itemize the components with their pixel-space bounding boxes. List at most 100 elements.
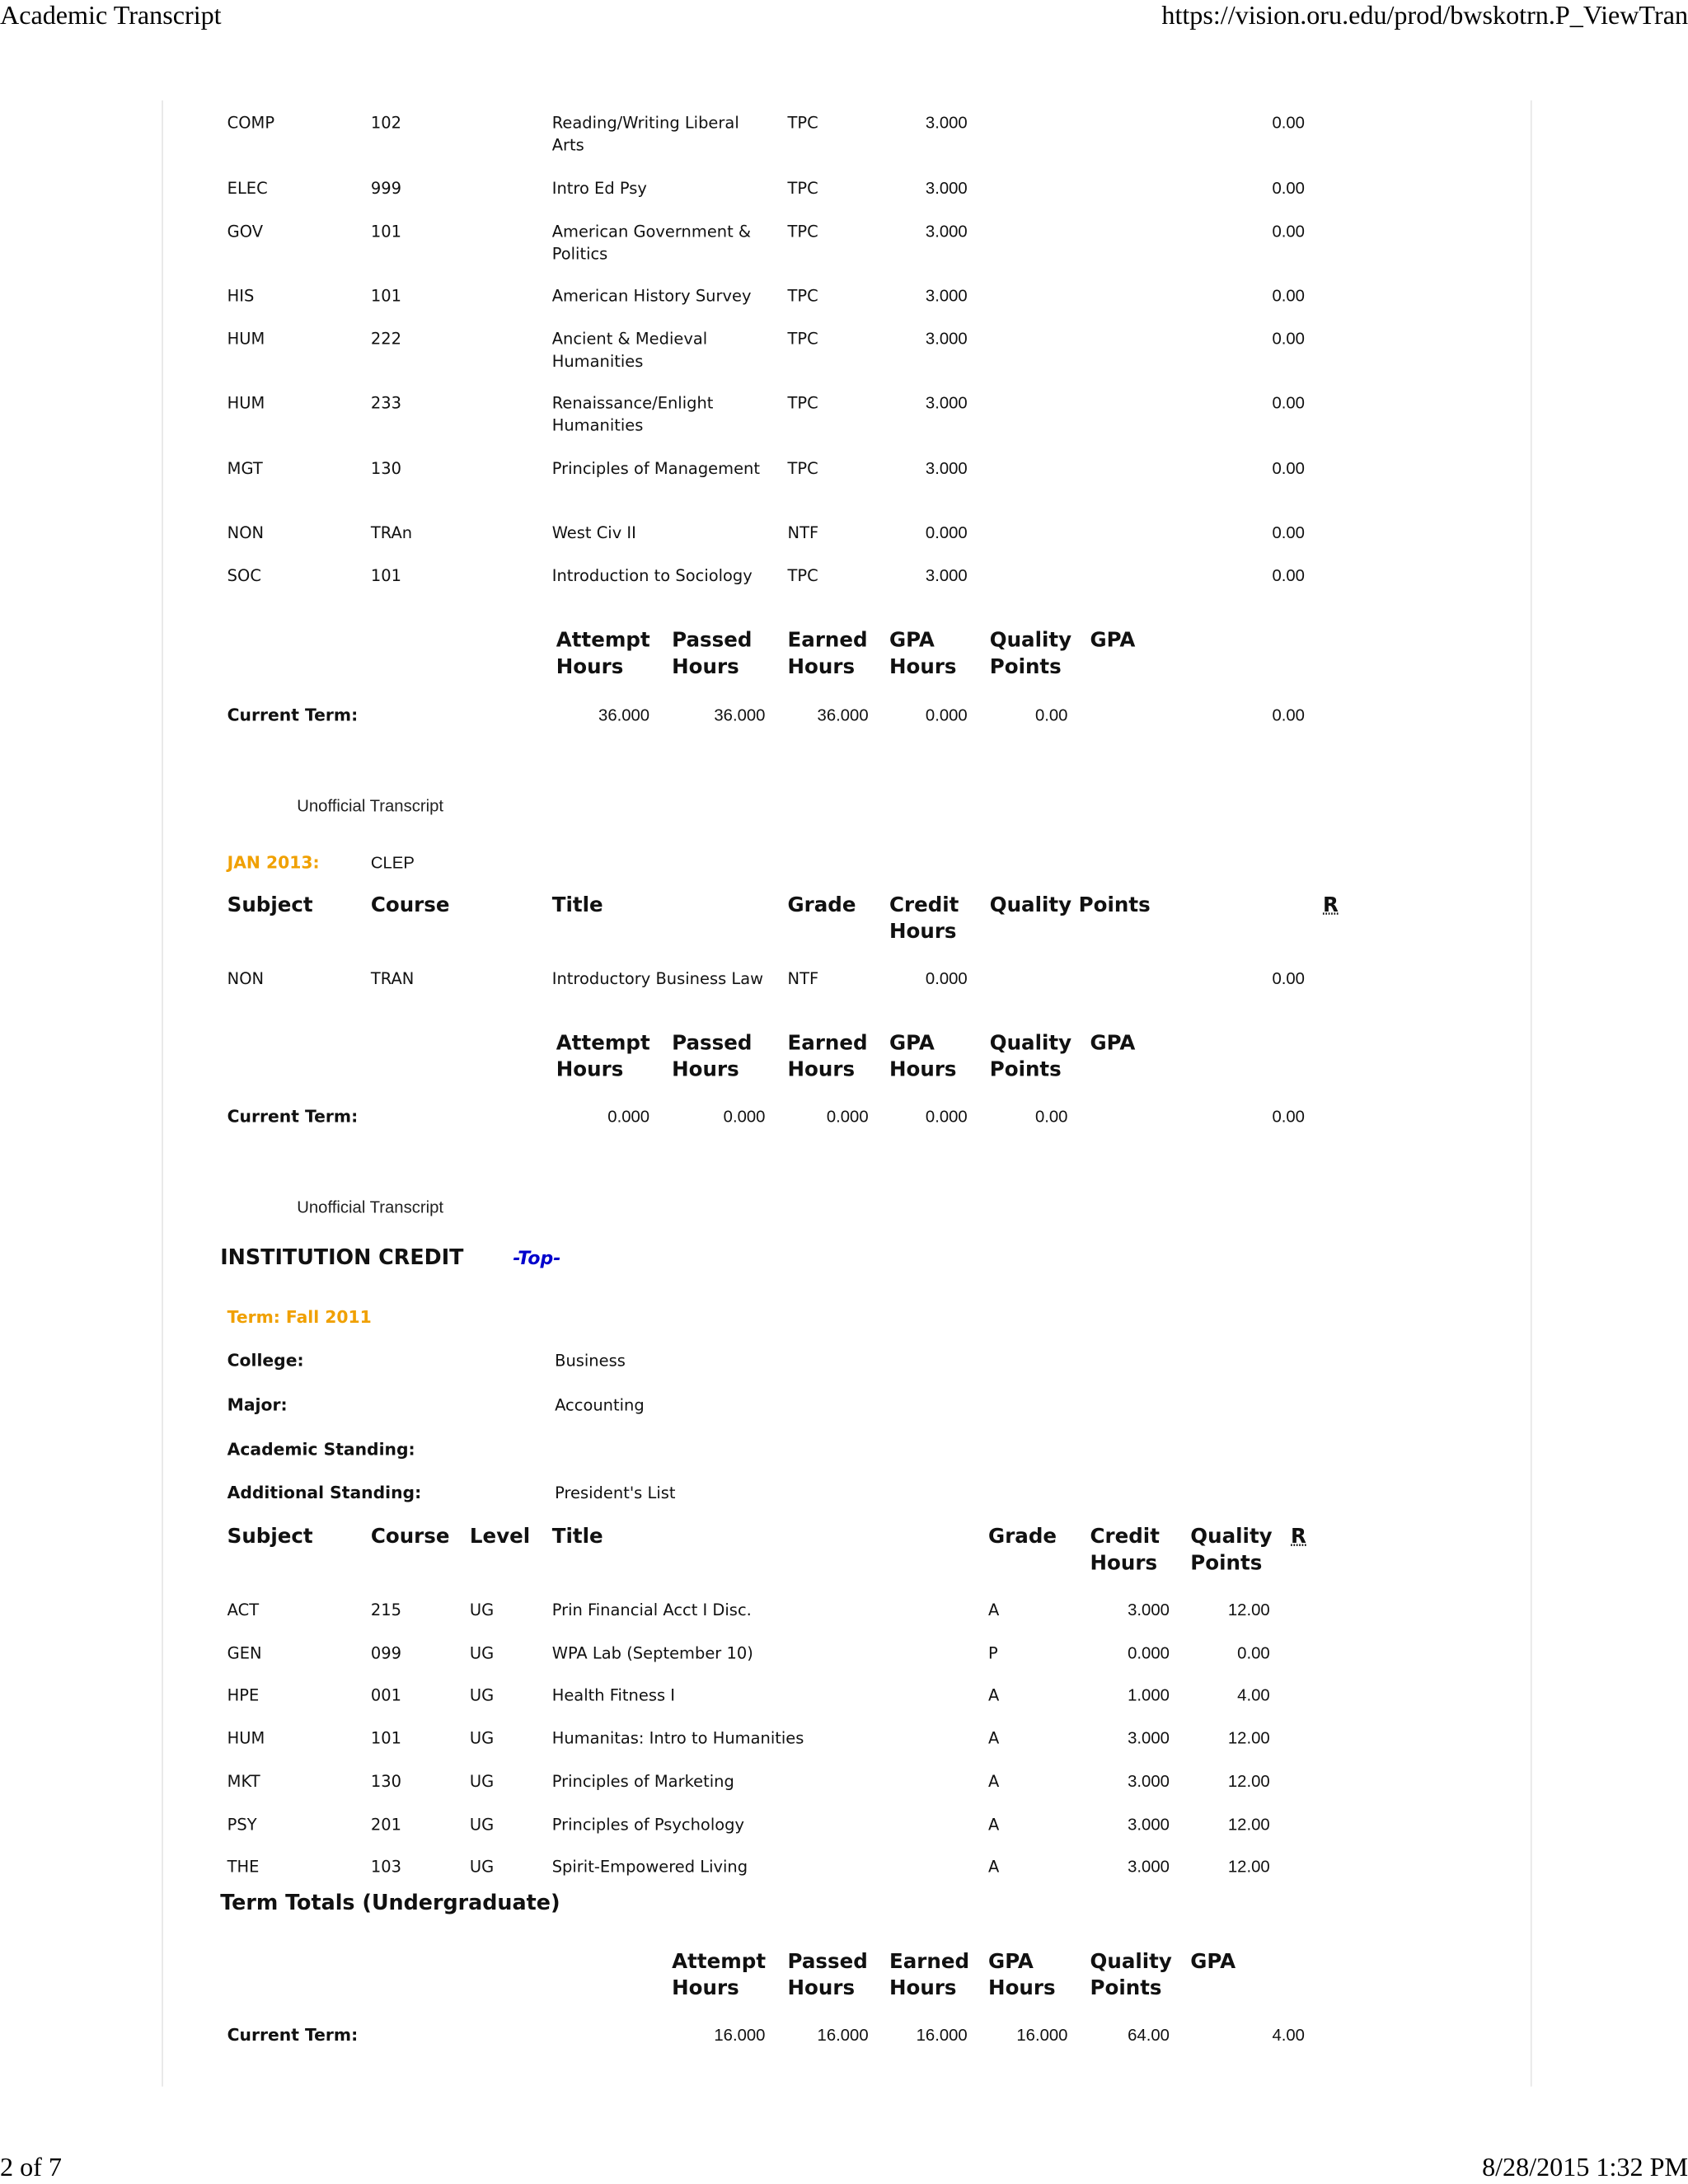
totals-header: Earned Hours <box>889 1951 970 2000</box>
content-frame <box>162 100 1532 2087</box>
row-grade: TPC <box>787 458 818 479</box>
totals-header: Quality Points <box>989 630 1072 679</box>
row-credit-hours: 3.000 <box>925 565 968 586</box>
row-credit-hours: 3.000 <box>1128 1771 1170 1792</box>
current-term-value: 36.000 <box>598 705 650 725</box>
row-course: 102 <box>370 112 401 133</box>
row-level: UG <box>469 1856 495 1877</box>
row-course: 233 <box>370 392 401 413</box>
row-grade: A <box>988 1814 1000 1835</box>
row-quality-points: 12.00 <box>1227 1856 1270 1877</box>
row-level: UG <box>469 1643 495 1663</box>
row-credit-hours: 1.000 <box>1128 1685 1170 1705</box>
column-header-grade: Grade <box>988 1526 1057 1549</box>
row-subject: ELEC <box>227 178 268 199</box>
row-credit-hours: 0.000 <box>925 523 968 542</box>
row-subject: MGT <box>227 458 263 479</box>
column-header-subject: Subject <box>227 1526 313 1549</box>
row-level: UG <box>469 1771 495 1792</box>
column-header-title: Title <box>551 1526 603 1549</box>
current-term-value: 16.000 <box>817 2025 869 2045</box>
row-credit-hours: 0.000 <box>1128 1643 1170 1663</box>
totals-header: Passed Hours <box>787 1951 868 2000</box>
current-term-label: Current Term: <box>227 2025 359 2045</box>
totals-header: Attempt Hours <box>556 630 650 679</box>
row-subject: SOC <box>227 565 261 586</box>
section-title: INSTITUTION CREDIT <box>220 1244 464 1270</box>
row-title: Introductory Business Law <box>551 968 764 989</box>
row-subject: HUM <box>227 329 265 349</box>
totals-header: Earned Hours <box>787 630 868 679</box>
term-label: JAN 2013: <box>227 853 320 873</box>
page-title: Academic Transcript <box>0 1 222 31</box>
row-title: Prin Financial Acct I Disc. <box>551 1600 752 1620</box>
field-value: Business <box>555 1350 626 1371</box>
field-label: Academic Standing: <box>227 1440 415 1460</box>
row-title: WPA Lab (September 10) <box>551 1643 753 1663</box>
row-grade: A <box>988 1728 1000 1748</box>
row-subject: GOV <box>227 221 264 241</box>
current-term-value: 36.000 <box>817 705 869 725</box>
row-grade: TPC <box>787 112 818 133</box>
totals-header: Quality Points <box>1090 1951 1172 2000</box>
totals-header: GPA <box>1090 1033 1136 1056</box>
row-level: UG <box>469 1685 495 1705</box>
row-quality-points: 0.00 <box>1272 458 1305 479</box>
column-header-repeat[interactable]: R <box>1322 894 1339 917</box>
current-term-value: 0.000 <box>925 705 968 725</box>
row-subject: PSY <box>227 1814 257 1835</box>
row-quality-points: 4.00 <box>1237 1685 1270 1705</box>
row-quality-points: 0.00 <box>1272 523 1305 542</box>
row-quality-points: 0.00 <box>1272 565 1305 586</box>
row-course: 103 <box>370 1856 401 1877</box>
row-credit-hours: 3.000 <box>1128 1600 1170 1620</box>
current-term-value: 0.00 <box>1272 705 1305 725</box>
row-level: UG <box>469 1814 495 1835</box>
row-credit-hours: 3.000 <box>925 285 968 306</box>
row-grade: P <box>988 1643 998 1663</box>
term-label: Term: Fall 2011 <box>227 1307 372 1328</box>
field-label: Additional Standing: <box>227 1483 422 1503</box>
row-credit-hours: 3.000 <box>925 392 968 413</box>
current-term-label: Current Term: <box>227 705 359 725</box>
row-course: 101 <box>370 221 401 241</box>
column-header-title: Title <box>551 894 603 917</box>
row-title: West Civ II <box>551 523 636 542</box>
row-subject: HUM <box>227 392 265 413</box>
row-course: TRAn <box>370 523 413 542</box>
row-title: American History Survey <box>551 285 752 306</box>
row-title: American Government & Politics <box>551 221 752 264</box>
row-quality-points: 0.00 <box>1272 329 1305 349</box>
row-quality-points: 0.00 <box>1272 178 1305 199</box>
row-subject: NON <box>227 968 265 989</box>
column-header-level: Level <box>469 1526 531 1549</box>
row-level: UG <box>469 1728 495 1748</box>
totals-header: GPA <box>1190 1951 1236 1974</box>
column-header-subject: Subject <box>227 894 313 917</box>
term-source: CLEP <box>370 853 415 873</box>
column-header-points: Quality Points <box>1190 1526 1273 1576</box>
row-subject: HIS <box>227 285 255 306</box>
top-link[interactable]: -Top- <box>513 1249 561 1270</box>
totals-header: Attempt Hours <box>556 1033 650 1082</box>
row-credit-hours: 3.000 <box>925 458 968 479</box>
current-term-value: 36.000 <box>714 705 766 725</box>
row-course: 099 <box>370 1643 401 1663</box>
row-quality-points: 0.00 <box>1272 112 1305 133</box>
current-term-value: 0.000 <box>723 1106 766 1127</box>
row-title: Introduction to Sociology <box>551 565 753 586</box>
column-header-repeat[interactable]: R <box>1291 1526 1306 1549</box>
row-course: 001 <box>370 1685 401 1705</box>
row-level: UG <box>469 1600 495 1620</box>
row-course: 130 <box>370 1771 401 1792</box>
column-header-credit: Credit Hours <box>889 894 959 944</box>
row-credit-hours: 3.000 <box>1128 1728 1170 1748</box>
row-grade: A <box>988 1600 1000 1620</box>
field-value: Accounting <box>555 1394 645 1415</box>
row-grade: NTF <box>787 523 819 542</box>
row-credit-hours: 3.000 <box>925 221 968 241</box>
row-course: 215 <box>370 1600 401 1620</box>
row-quality-points: 12.00 <box>1227 1600 1270 1620</box>
row-title: Ancient & Medieval Humanities <box>551 329 708 371</box>
totals-header: GPA <box>1090 630 1136 653</box>
